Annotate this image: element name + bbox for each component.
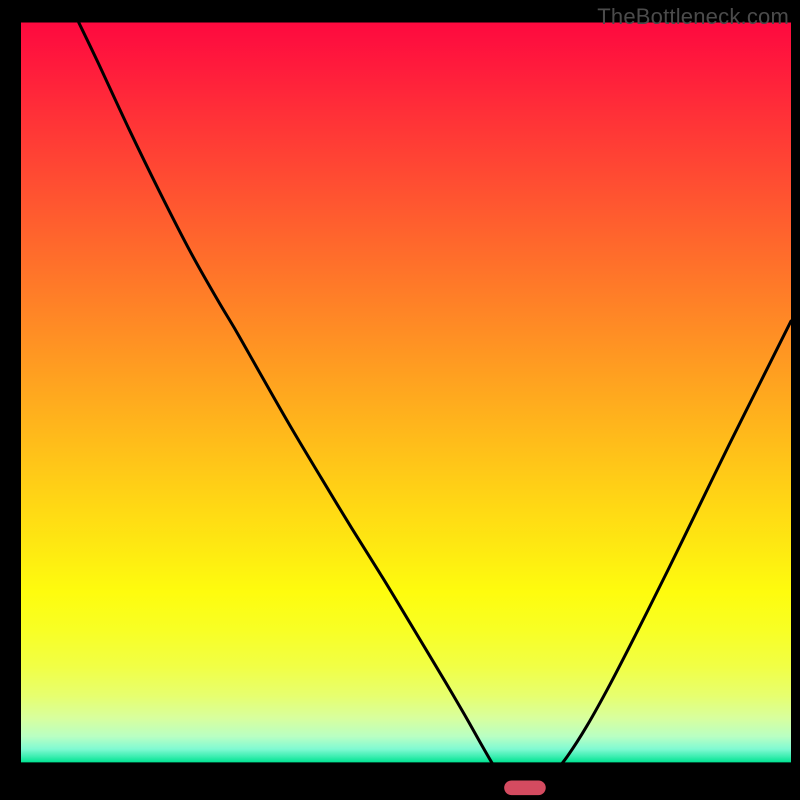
watermark-text: TheBottleneck.com [597, 4, 789, 30]
bottleneck-chart [0, 0, 800, 800]
chart-stage: TheBottleneck.com [0, 0, 800, 800]
gradient-background [21, 23, 791, 763]
optimum-marker [504, 780, 546, 795]
